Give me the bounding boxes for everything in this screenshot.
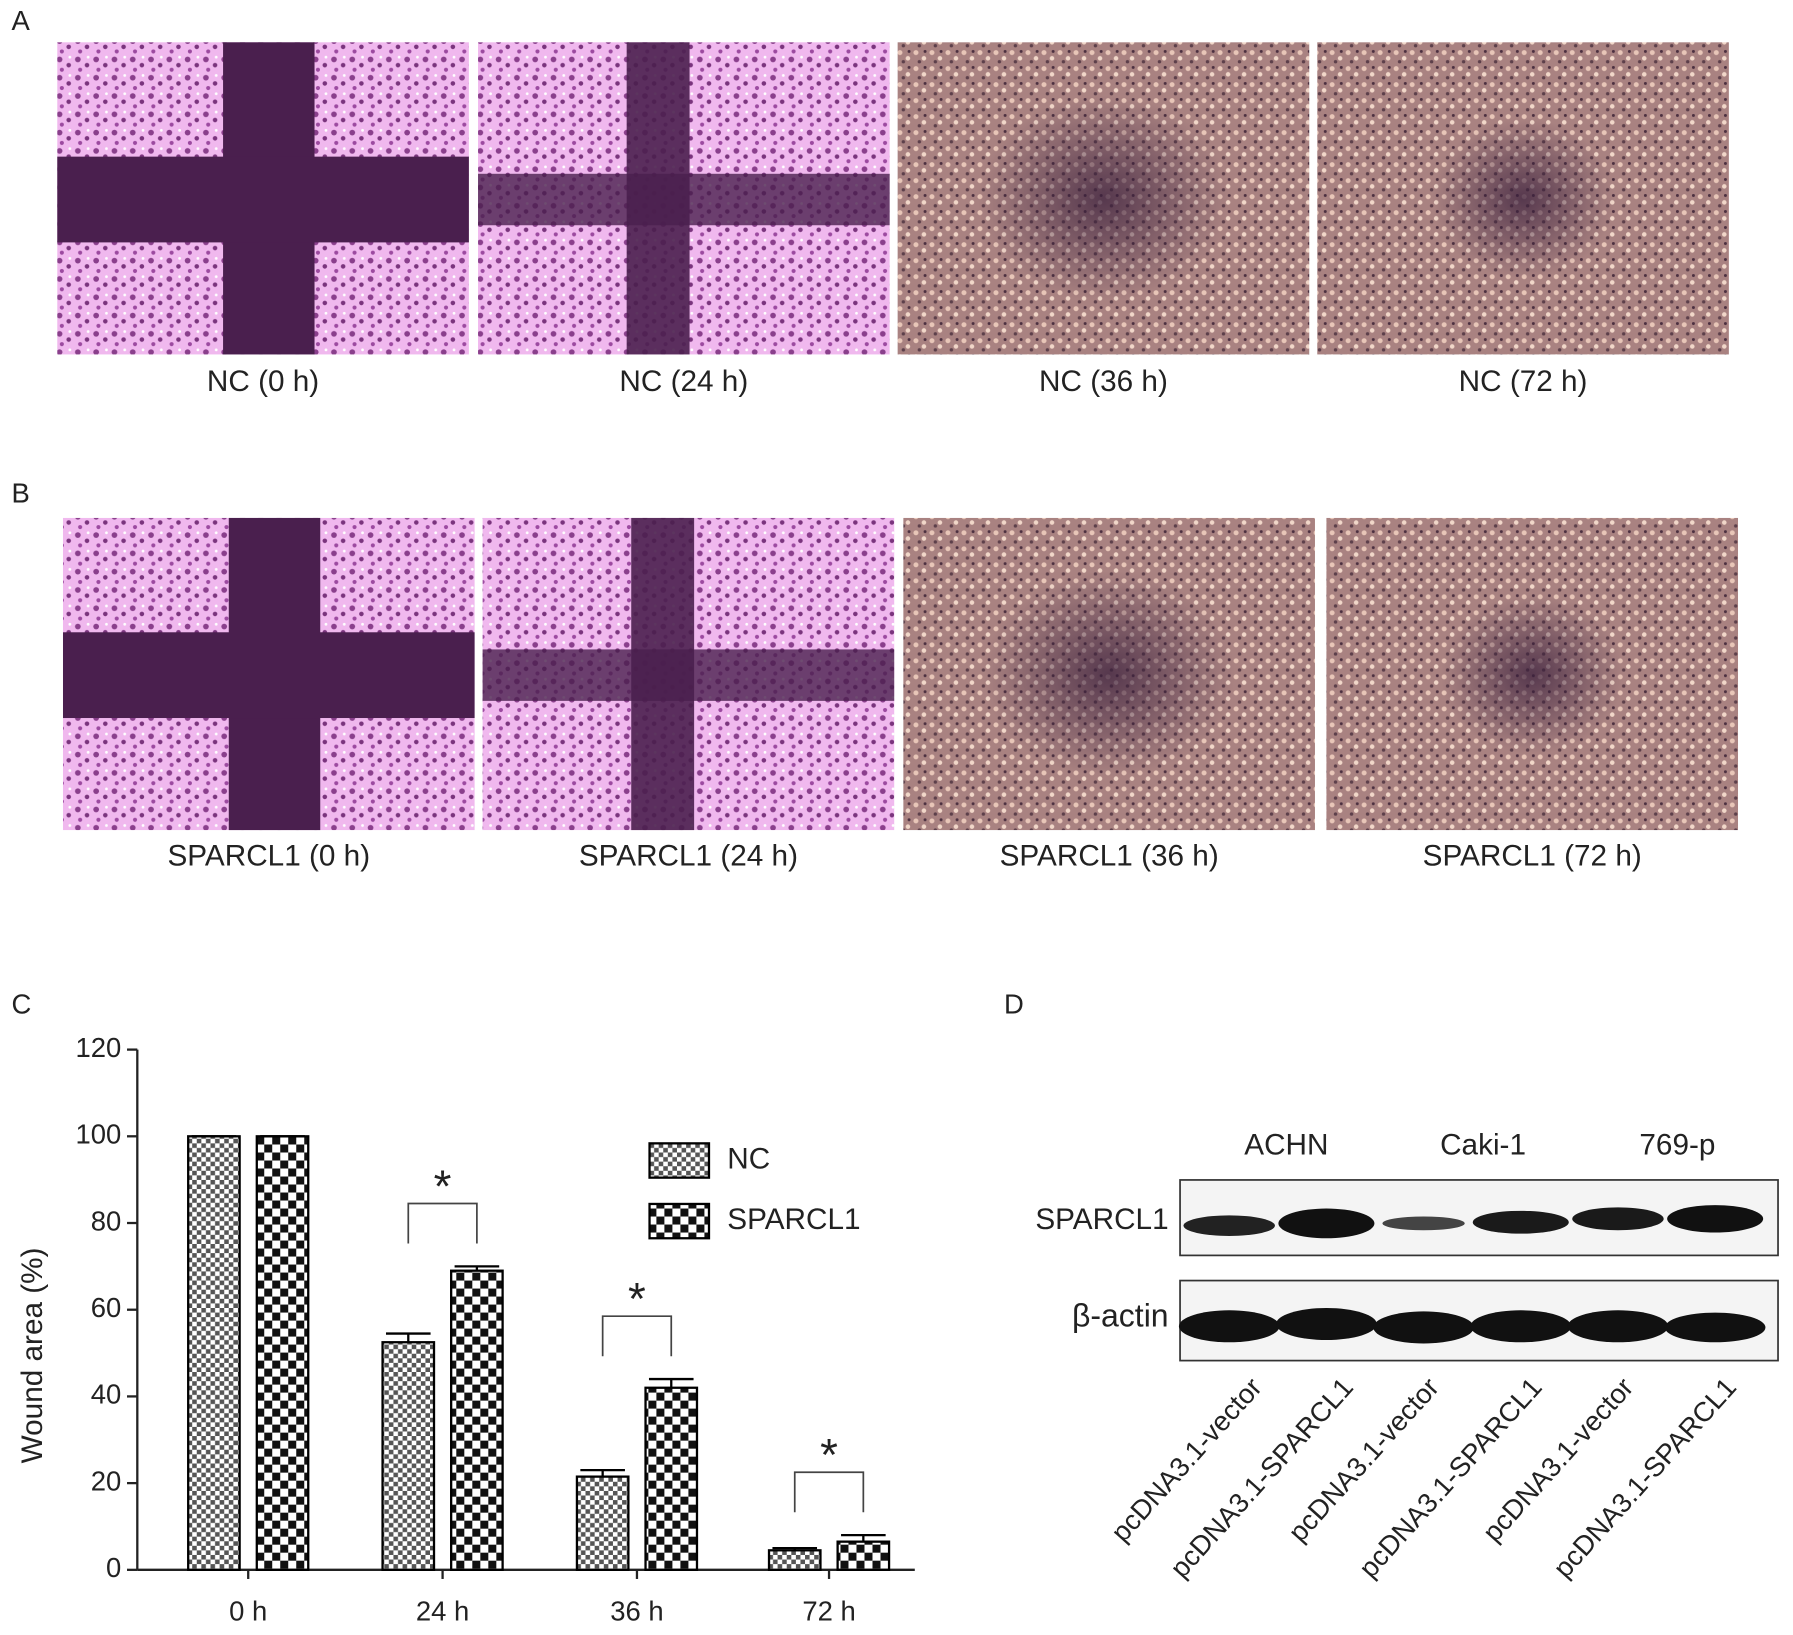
wound <box>478 173 890 226</box>
band <box>1472 1210 1569 1234</box>
band <box>1667 1205 1764 1233</box>
caption: NC (36 h) <box>1039 365 1168 398</box>
caption: NC (72 h) <box>1459 365 1588 398</box>
micrograph <box>903 517 1315 831</box>
x-tick-label: 36 h <box>610 1596 663 1627</box>
legend-label: NC <box>727 1142 770 1175</box>
lane-label: pcDNA3.1-SPARCL1 <box>1547 1372 1742 1584</box>
micrograph <box>57 42 469 355</box>
y-tick-label: 60 <box>91 1292 122 1323</box>
band <box>1382 1216 1465 1231</box>
legend-swatch <box>648 1142 711 1179</box>
y-tick-label: 80 <box>91 1205 122 1236</box>
caption: SPARCL1 (24 h) <box>579 839 798 872</box>
cell-line: ACHN <box>1244 1129 1328 1162</box>
caption: NC (24 h) <box>619 365 748 398</box>
micrograph <box>1317 42 1729 355</box>
band <box>1183 1215 1275 1236</box>
caption: SPARCL1 (0 h) <box>167 839 370 872</box>
wound <box>57 156 469 243</box>
band <box>1664 1312 1766 1343</box>
band <box>1470 1310 1572 1343</box>
y-tick-label: 100 <box>76 1119 122 1150</box>
wound <box>1431 118 1615 279</box>
band <box>1178 1310 1280 1343</box>
x-tick-label: 24 h <box>416 1596 469 1627</box>
wound <box>1440 593 1624 755</box>
y-tick-label: 120 <box>76 1032 122 1063</box>
panel-letter: D <box>1004 988 1024 1019</box>
lane-label: pcDNA3.1-SPARCL1 <box>1353 1372 1548 1584</box>
micrograph <box>897 42 1310 355</box>
cell-line: 769-p <box>1639 1129 1715 1162</box>
micrograph <box>482 517 895 831</box>
band <box>1572 1207 1664 1231</box>
wound <box>482 649 895 701</box>
significance-bracket <box>407 1202 478 1244</box>
legend-label: SPARCL1 <box>727 1203 860 1236</box>
wound <box>62 632 475 719</box>
caption: SPARCL1 (72 h) <box>1423 839 1642 872</box>
significance-label: * <box>628 1274 646 1325</box>
x-tick-label: 72 h <box>802 1596 855 1627</box>
y-axis-label: Wound area (%) <box>16 1248 49 1464</box>
y-tick-label: 0 <box>106 1552 121 1583</box>
band <box>1278 1208 1375 1239</box>
bar <box>450 1269 504 1571</box>
significance-bracket <box>601 1315 673 1357</box>
bar <box>767 1549 822 1571</box>
significance-bracket <box>793 1471 865 1513</box>
panel-letter: C <box>12 988 32 1019</box>
bar <box>381 1341 436 1571</box>
x-tick-label: 0 h <box>229 1596 267 1627</box>
micrographs: NC (0 h) NC (24 h) NC (36 h) NC (72 h) SPARC… <box>57 42 1739 872</box>
legend-swatch <box>648 1202 711 1240</box>
micrograph <box>1326 517 1739 831</box>
bar <box>255 1135 310 1571</box>
band <box>1276 1308 1377 1341</box>
y-tick-label: 40 <box>91 1379 122 1410</box>
panel-letter: B <box>12 477 30 508</box>
western-blot: ACHN Caki-1 769-p SPARCL1 β-actin pcDNA3… <box>1035 1129 1779 1584</box>
caption: NC (0 h) <box>207 365 319 398</box>
panel-letter: A <box>12 5 31 36</box>
micrograph <box>478 42 890 355</box>
y-tick-label: 20 <box>91 1465 122 1496</box>
bar <box>575 1475 630 1571</box>
significance-label: * <box>434 1161 452 1212</box>
bar <box>187 1135 241 1571</box>
significance-label: * <box>820 1430 838 1481</box>
protein-label: SPARCL1 <box>1035 1203 1168 1236</box>
wound <box>983 571 1235 777</box>
band <box>1373 1311 1474 1344</box>
band <box>1567 1310 1669 1343</box>
caption: SPARCL1 (36 h) <box>1000 839 1219 872</box>
bar <box>836 1540 891 1571</box>
bar-chart: 0 20 40 60 80 100 120 Wound area (%) 0 h 24 h * 36 … <box>16 1032 915 1627</box>
protein-label: β-actin <box>1072 1298 1169 1334</box>
wound <box>977 95 1230 302</box>
micrograph <box>62 517 475 831</box>
bar <box>644 1386 699 1571</box>
lane-label: pcDNA3.1-vector <box>1105 1372 1268 1548</box>
cell-line: Caki-1 <box>1440 1129 1526 1162</box>
